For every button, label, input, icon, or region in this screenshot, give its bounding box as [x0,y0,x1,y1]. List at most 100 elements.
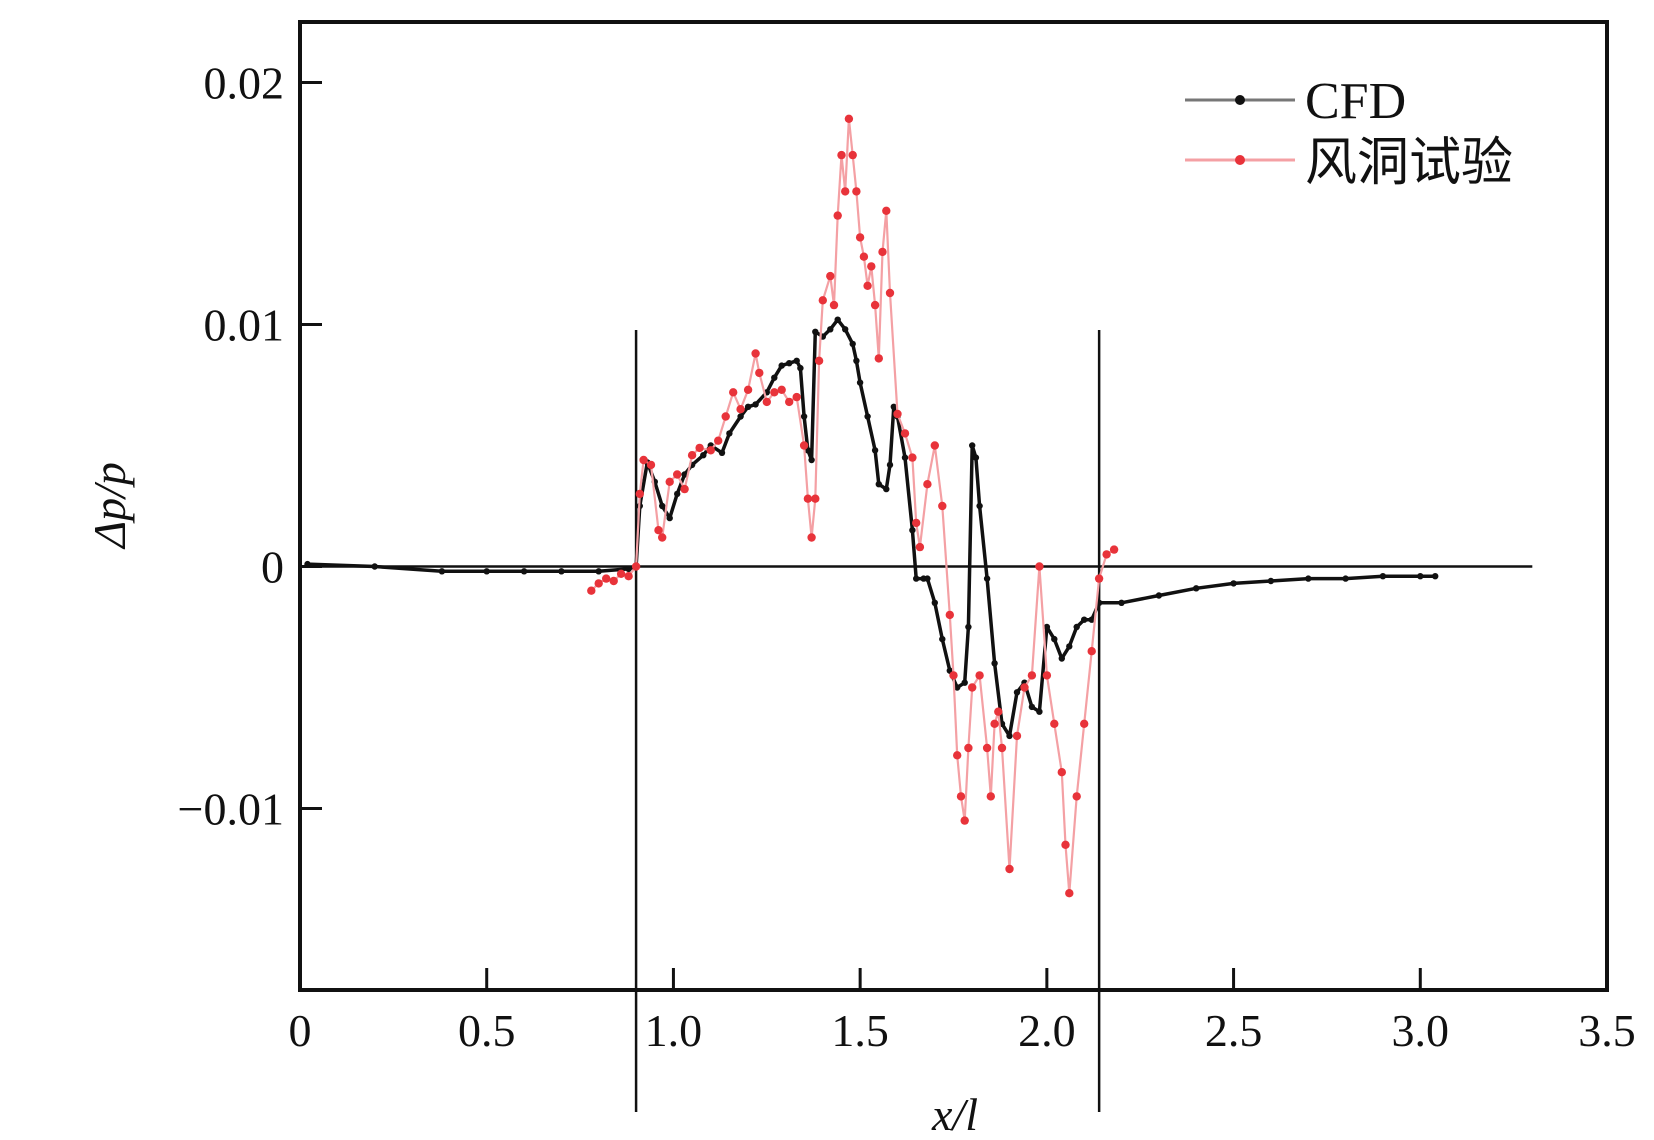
series-cfd-point [1417,573,1424,580]
series-cfd-point [800,413,808,420]
series-wind-tunnel-point [1102,550,1111,559]
series-wind-tunnel-point [859,252,869,261]
series-wind-tunnel-point [882,206,891,215]
series-wind-tunnel-point [658,533,667,542]
series-wind-tunnel-point [867,262,876,271]
series-wind-tunnel-point [874,354,883,363]
series-cfd-point [827,326,834,333]
series-cfd-point [1081,616,1088,623]
x-tick-label: 2.0 [1018,1005,1076,1056]
series-cfd-point [681,471,688,478]
series-wind-tunnel-point [1087,647,1096,656]
series-cfd-point [778,362,785,369]
series-wind-tunnel-point [893,409,902,419]
series-cfd-point [726,430,733,437]
series-cfd-point [520,568,528,575]
series-wind-tunnel-point [687,451,697,460]
series-wind-tunnel-point [770,388,779,397]
series-cfd-point [438,568,446,575]
series-wind-tunnel-point [990,719,999,728]
series-wind-tunnel-point [908,453,917,462]
series-wind-tunnel-point [714,436,723,445]
series-wind-tunnel-point [841,187,850,196]
series-wind-tunnel-point [785,397,794,407]
series-cfd-point [1006,732,1013,740]
legend-label-cfd: CFD [1305,73,1406,130]
series-cfd-point [856,379,864,386]
series-wind-tunnel-point [1080,719,1089,728]
series-wind-tunnel-point [602,574,611,583]
series-wind-tunnel-point [863,281,872,290]
series-wind-tunnel-point [964,743,973,753]
series-wind-tunnel-point [706,446,715,455]
series-cfd-point [939,635,946,643]
series-wind-tunnel-point [594,579,603,588]
series-wind-tunnel-point [639,455,648,465]
series-wind-tunnel-point [1094,574,1104,583]
series-wind-tunnel-point [923,480,932,489]
series-wind-tunnel-point [885,288,895,298]
series-cfd-point [1432,573,1439,580]
series-cfd-point [1088,616,1095,623]
series-wind-tunnel-point [878,247,887,257]
series-cfd-point [786,360,793,367]
series-cfd-point [864,413,871,420]
series-cfd-point [1379,573,1387,580]
series-cfd-point [883,485,890,493]
series-wind-tunnel-point [751,349,760,358]
series-wind-tunnel-point [1061,840,1070,849]
series-cfd-point [1058,655,1066,662]
series-wind-tunnel-point [818,296,827,305]
series-wind-tunnel-point [631,562,641,571]
series-cfd [304,316,1439,740]
reference-lines [300,330,1533,1112]
series-wind-tunnel-point [1057,768,1067,777]
series-cfd-point [1342,575,1349,582]
series-wind-tunnel-point [803,494,813,503]
series-wind-tunnel-point [762,397,771,407]
series-cfd-point [871,447,879,454]
series-wind-tunnel-point [1072,792,1081,801]
series-wind-tunnel-point [1042,671,1052,680]
series-cfd-point [983,575,991,582]
series-cfd-point [771,374,778,381]
legend-label-wind-tunnel: 风洞试验 [1305,135,1513,192]
series-wind-tunnel-point [912,518,921,528]
series-cfd-point [625,565,632,573]
series-cfd-point [1051,635,1058,643]
series-wind-tunnel-point [900,429,910,438]
series-wind-tunnel-point [844,114,854,124]
y-tick-label: 0.01 [204,300,285,351]
series-wind-tunnel-point [826,271,835,281]
series-wind-tunnel-point [721,412,730,421]
series-cfd-point [961,679,968,686]
series-cfd-point [1267,577,1275,585]
series-wind-tunnel-point [949,671,958,680]
series-cfd-point [752,401,759,408]
series-wind-tunnel-point [938,501,947,511]
series-wind-tunnel-point [811,494,820,503]
series-cfd-point [674,490,681,498]
legend: CFD 风洞试验 [1185,73,1513,192]
series-wind-tunnel-point [616,569,626,578]
x-tick-label: 2.5 [1205,1005,1263,1056]
x-tick-label: 1.0 [645,1005,703,1056]
series-wind-tunnel-point [837,150,846,160]
y-tick-label: 0.02 [204,58,285,109]
x-axis-title: x/l [931,1089,978,1140]
series-cfd-point [1028,703,1036,711]
series-wind-tunnel-point [870,300,880,310]
series-cfd-point [965,623,972,631]
series-cfd-point [1066,643,1073,650]
series-cfd-point [1036,708,1043,715]
series-cfd-point [1013,689,1021,696]
series-cfd-point [1043,623,1051,631]
series-wind-tunnel-point [1109,545,1119,554]
series-wind-tunnel-point [792,392,801,402]
y-axis: −0.01 0 0.01 0.02 [178,58,322,835]
series-wind-tunnel-point [953,751,962,760]
x-tick-label: 0 [289,1005,312,1056]
series-cfd-point [991,660,998,667]
x-tick-label: 0.5 [458,1005,516,1056]
